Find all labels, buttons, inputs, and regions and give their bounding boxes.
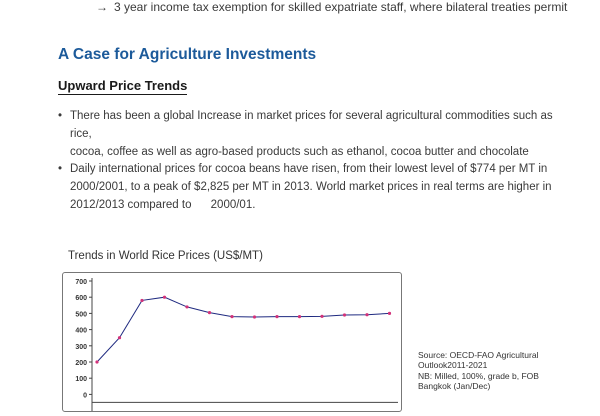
data-point (95, 360, 99, 364)
y-tick-label: 200 (75, 360, 87, 367)
data-point (320, 314, 324, 318)
y-tick-label: 500 (75, 311, 87, 318)
data-point (365, 313, 369, 317)
chart-frame: 700 600 500 400 300 200 100 0 (62, 272, 402, 413)
data-point (387, 311, 392, 315)
bullet-2-line-1: Daily international prices for cocoa bea… (70, 163, 548, 175)
bullet-dot-icon: • (58, 110, 63, 122)
section-title: A Case for Agriculture Investments (58, 46, 317, 63)
data-point (252, 315, 257, 319)
arrow-icon: → (96, 0, 108, 14)
data-point (230, 315, 234, 319)
y-tick-label: 300 (75, 344, 87, 351)
data-point (275, 315, 279, 319)
source-line-1: Source: OECD-FAO Agricultural (418, 350, 539, 360)
y-tick-label: 0 (83, 392, 87, 399)
rice-price-line (96, 296, 390, 363)
data-point (162, 295, 167, 299)
y-tick-label: 600 (75, 295, 87, 302)
tax-exemption-line: → 3 year income tax exemption for skilled… (96, 0, 567, 14)
data-point (207, 310, 212, 315)
bullet-2-line-2: 2000/2001, to a peak of $2,825 per MT in… (70, 181, 552, 193)
data-point (140, 298, 144, 303)
source-note-line-1: NB: Milled, 100%, grade b, FOB (418, 371, 539, 381)
source-note-line-2: Bangkok (Jan/Dec) (418, 381, 491, 391)
y-tick-label: 700 (75, 279, 87, 286)
chart-title: Trends in World Rice Prices (US$/MT) (68, 250, 263, 262)
bullet-dot-icon: • (58, 163, 63, 175)
data-point (297, 315, 302, 319)
bullet-1-line-2: cocoa, coffee as well as agro-based prod… (70, 146, 529, 158)
y-tick-label: 100 (75, 376, 87, 383)
rice-price-chart: 700 600 500 400 300 200 100 0 (75, 278, 398, 413)
y-tick-label: 400 (75, 328, 87, 335)
subsection-title: Upward Price Trends (58, 78, 188, 95)
bullet-1-line-1: There has been a global Increase in mark… (70, 110, 553, 140)
tax-exemption-text: 3 year income tax exemption for skilled … (114, 0, 568, 14)
data-point (342, 313, 347, 317)
data-point (117, 336, 122, 340)
data-point (185, 305, 189, 309)
source-line-2: Outlook2011-2021 (418, 360, 488, 370)
bullet-2-line-3: 2012/2013 compared to 2000/01. (70, 199, 256, 211)
